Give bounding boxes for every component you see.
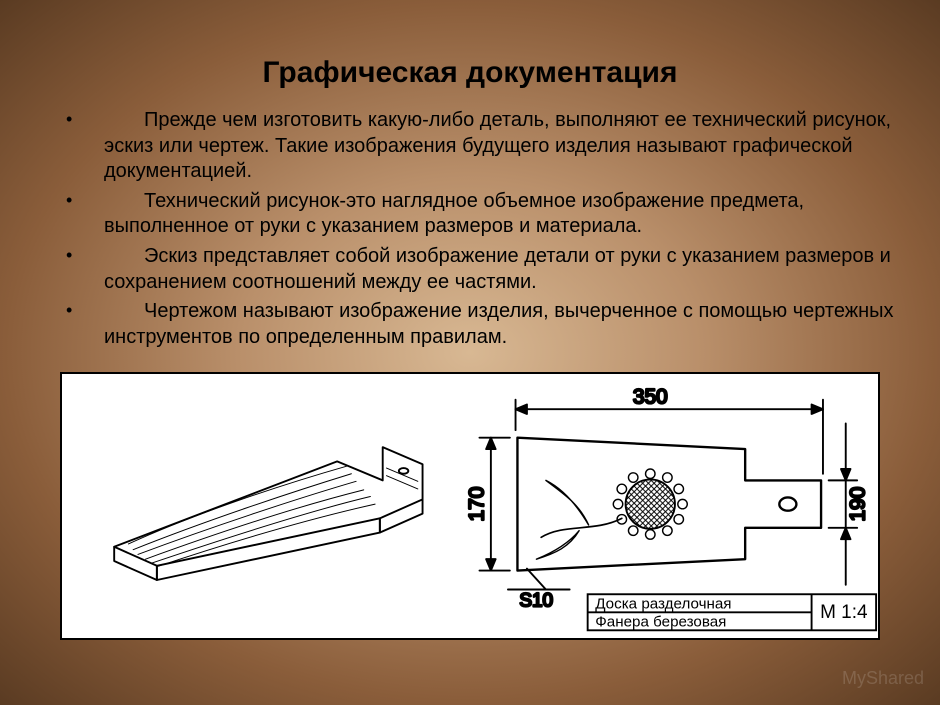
list-item: Технический рисунок-это наглядное объемн… xyxy=(48,189,900,240)
dim-height-right: 190 xyxy=(847,487,870,522)
list-item: Чертежом называют изображение изделия, в… xyxy=(48,299,900,350)
bullet-text: Чертежом называют изображение изделия, в… xyxy=(104,300,894,348)
watermark: MyShared xyxy=(842,668,924,689)
bullet-text: Эскиз представляет собой изображение дет… xyxy=(104,245,891,293)
list-item: Прежде чем изготовить какую-либо деталь,… xyxy=(48,108,900,185)
thickness-label: S10 xyxy=(519,591,553,612)
dim-height-left: 170 xyxy=(465,487,488,522)
technical-drawing: 350 170 190 xyxy=(60,372,880,640)
list-item: Эскиз представляет собой изображение дет… xyxy=(48,244,900,295)
bullet-list: Прежде чем изготовить какую-либо деталь,… xyxy=(48,108,900,350)
titleblock-row-2: Фанера березовая xyxy=(595,614,726,631)
titleblock-row-1: Доска разделочная xyxy=(595,596,731,613)
page-title: Графическая документация xyxy=(40,56,900,90)
bullet-text: Прежде чем изготовить какую-либо деталь,… xyxy=(104,109,891,182)
bullet-text: Технический рисунок-это наглядное объемн… xyxy=(104,190,804,238)
scale-label: М 1:4 xyxy=(820,602,867,623)
dim-width: 350 xyxy=(633,386,668,409)
